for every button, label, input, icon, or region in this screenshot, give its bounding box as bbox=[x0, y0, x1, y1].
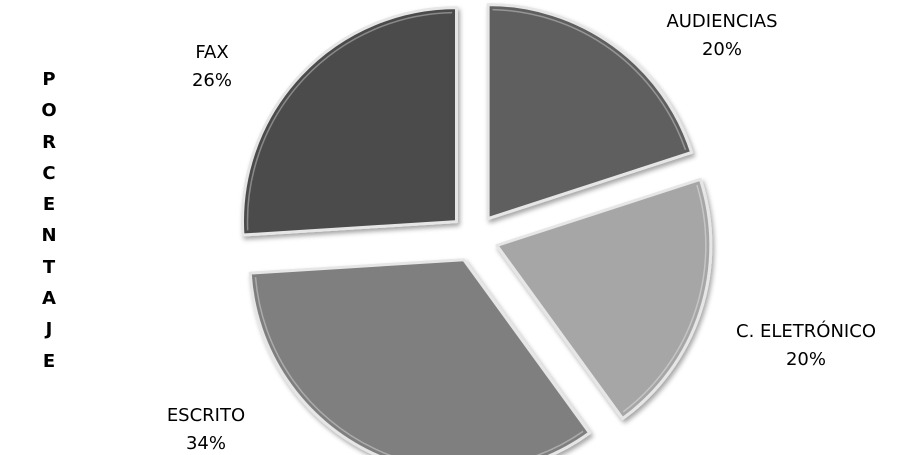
slice-label: AUDIENCIAS bbox=[666, 11, 777, 32]
slice-value-label: 34% bbox=[186, 433, 226, 454]
pie-slice-c-eletr-nico bbox=[495, 177, 713, 421]
pie-slice-audiencias bbox=[486, 3, 694, 221]
pie-slice-rim bbox=[492, 8, 687, 151]
pie-slice-rim bbox=[246, 11, 453, 231]
slice-value-label: 20% bbox=[702, 39, 742, 60]
slice-label: C. ELETRÓNICO bbox=[736, 320, 876, 342]
slice-value-label: 20% bbox=[786, 349, 826, 370]
y-axis-label-letter: P bbox=[42, 69, 56, 90]
y-axis-label-letter: J bbox=[45, 319, 53, 341]
y-axis-label-letter: E bbox=[42, 194, 56, 216]
y-axis-label-letter: A bbox=[42, 288, 56, 310]
pie-slice-escrito bbox=[248, 258, 592, 455]
y-axis-label-letter: T bbox=[42, 256, 56, 278]
pie-slice-fax bbox=[241, 6, 458, 237]
y-axis-label-letter: O bbox=[41, 100, 57, 122]
slice-label: ESCRITO bbox=[167, 405, 245, 426]
y-axis-label-letter: E bbox=[42, 350, 56, 372]
pie-slice-rim bbox=[254, 277, 584, 455]
y-axis-label-letter: C bbox=[42, 162, 56, 184]
y-axis-label-letter: R bbox=[42, 131, 56, 153]
slice-label: FAX bbox=[195, 42, 228, 63]
y-axis-label-letter: N bbox=[41, 225, 57, 247]
pie-slice-rim bbox=[622, 184, 707, 413]
slice-value-label: 26% bbox=[192, 70, 232, 91]
